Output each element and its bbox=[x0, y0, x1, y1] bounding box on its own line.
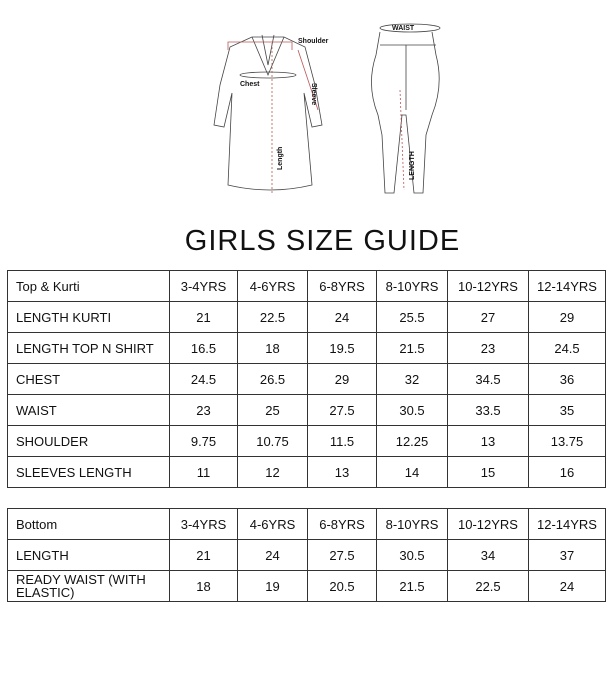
table-cell: 18 bbox=[169, 570, 238, 602]
table-cell: 25.5 bbox=[376, 301, 448, 333]
table-row: SHOULDER 9.75 10.75 11.5 12.25 13 13.75 bbox=[7, 425, 606, 457]
size-header: 3-4YRS bbox=[169, 270, 238, 302]
table-row: READY WAIST (WITH ELASTIC) 18 19 20.5 21.5 22… bbox=[7, 570, 606, 602]
table-cell: 11.5 bbox=[307, 425, 377, 457]
table-cell: 30.5 bbox=[376, 539, 448, 571]
table-cell: 19 bbox=[237, 570, 308, 602]
table-cell: 33.5 bbox=[447, 394, 529, 426]
bottom-size-table: Bottom 3-4YRS 4-6YRS 6-8YRS 8-10YRS 10-12YRS 1… bbox=[7, 508, 606, 602]
table-cell: 35 bbox=[528, 394, 606, 426]
sleeve-label: Sleeve bbox=[310, 83, 317, 105]
table-row: WAIST 23 25 27.5 30.5 33.5 35 bbox=[7, 394, 606, 426]
table-cell: 10.75 bbox=[237, 425, 308, 457]
table-cell: 29 bbox=[528, 301, 606, 333]
table-cell: 27.5 bbox=[307, 539, 377, 571]
kurti-drawing bbox=[213, 34, 323, 193]
garment-measurement-illustration: Shoulder Chest Sleeve Length WAIST LENGT… bbox=[213, 23, 441, 194]
table-cell: 16.5 bbox=[169, 332, 238, 364]
size-header: 4-6YRS bbox=[237, 508, 308, 540]
table-cell: 15 bbox=[447, 456, 529, 488]
shoulder-label: Shoulder bbox=[298, 38, 329, 45]
table-row: SLEEVES LENGTH 11 12 13 14 15 16 bbox=[7, 456, 606, 488]
table-cell: 36 bbox=[528, 363, 606, 395]
header-row: Top & Kurti 3-4YRS 4-6YRS 6-8YRS 8-10YRS 10-1… bbox=[7, 270, 606, 302]
table-cell: 18 bbox=[237, 332, 308, 364]
table-cell: 21 bbox=[169, 539, 238, 571]
table-cell: 24 bbox=[237, 539, 308, 571]
table-cell: 22.5 bbox=[237, 301, 308, 333]
table-cell: 34.5 bbox=[447, 363, 529, 395]
pant-drawing bbox=[371, 23, 441, 194]
row-label: LENGTH KURTI bbox=[7, 301, 170, 333]
row-label: LENGTH TOP N SHIRT bbox=[7, 332, 170, 364]
table-cell: 29 bbox=[307, 363, 377, 395]
waist-label: WAIST bbox=[392, 25, 415, 32]
table-cell: 9.75 bbox=[169, 425, 238, 457]
table-row: LENGTH 21 24 27.5 30.5 34 37 bbox=[7, 539, 606, 571]
table-cell: 21.5 bbox=[376, 570, 448, 602]
size-header: 8-10YRS bbox=[376, 508, 448, 540]
table-cell: 13 bbox=[447, 425, 529, 457]
row-label: READY WAIST (WITH ELASTIC) bbox=[7, 570, 170, 602]
table-cell: 14 bbox=[376, 456, 448, 488]
table-cell: 26.5 bbox=[237, 363, 308, 395]
table-header-label: Bottom bbox=[7, 508, 170, 540]
header-row: Bottom 3-4YRS 4-6YRS 6-8YRS 8-10YRS 10-12YRS 1… bbox=[7, 508, 606, 540]
table-row: LENGTH KURTI 21 22.5 24 25.5 27 29 bbox=[7, 301, 606, 333]
pant-length-label: LENGTH bbox=[409, 151, 416, 180]
table-cell: 11 bbox=[169, 456, 238, 488]
table-cell: 22.5 bbox=[447, 570, 529, 602]
table-cell: 21.5 bbox=[376, 332, 448, 364]
row-label: WAIST bbox=[7, 394, 170, 426]
table-cell: 37 bbox=[528, 539, 606, 571]
table-cell: 13 bbox=[307, 456, 377, 488]
table-cell: 24.5 bbox=[528, 332, 606, 364]
table-cell: 12.25 bbox=[376, 425, 448, 457]
table-cell: 23 bbox=[169, 394, 238, 426]
table-cell: 27 bbox=[447, 301, 529, 333]
table-cell: 25 bbox=[237, 394, 308, 426]
table-cell: 12 bbox=[237, 456, 308, 488]
table-cell: 24 bbox=[528, 570, 606, 602]
table-cell: 24 bbox=[307, 301, 377, 333]
table-cell: 30.5 bbox=[376, 394, 448, 426]
size-header: 8-10YRS bbox=[376, 270, 448, 302]
row-label: LENGTH bbox=[7, 539, 170, 571]
table-cell: 34 bbox=[447, 539, 529, 571]
table-row: LENGTH TOP N SHIRT 16.5 18 19.5 21.5 23 24.5 bbox=[7, 332, 606, 364]
row-label: SLEEVES LENGTH bbox=[7, 456, 170, 488]
size-header: 6-8YRS bbox=[307, 508, 377, 540]
table-cell: 13.75 bbox=[528, 425, 606, 457]
top-kurti-size-table: Top & Kurti 3-4YRS 4-6YRS 6-8YRS 8-10YRS 10-1… bbox=[7, 270, 606, 488]
table-cell: 23 bbox=[447, 332, 529, 364]
size-header: 12-14YRS bbox=[528, 508, 606, 540]
page-title: GIRLS SIZE GUIDE bbox=[184, 225, 461, 257]
size-header: 6-8YRS bbox=[307, 270, 377, 302]
table-cell: 20.5 bbox=[307, 570, 377, 602]
row-label: SHOULDER bbox=[7, 425, 170, 457]
table-cell: 21 bbox=[169, 301, 238, 333]
size-header: 12-14YRS bbox=[528, 270, 606, 302]
size-header: 4-6YRS bbox=[237, 270, 308, 302]
table-header-label: Top & Kurti bbox=[7, 270, 170, 302]
table-row: CHEST 24.5 26.5 29 32 34.5 36 bbox=[7, 363, 606, 395]
size-header: 3-4YRS bbox=[169, 508, 238, 540]
chest-label: Chest bbox=[240, 81, 260, 88]
table-cell: 24.5 bbox=[169, 363, 238, 395]
row-label: CHEST bbox=[7, 363, 170, 395]
table-cell: 27.5 bbox=[307, 394, 377, 426]
size-header: 10-12YRS bbox=[447, 508, 529, 540]
table-cell: 19.5 bbox=[307, 332, 377, 364]
size-header: 10-12YRS bbox=[447, 270, 529, 302]
table-cell: 32 bbox=[376, 363, 448, 395]
table-cell: 16 bbox=[528, 456, 606, 488]
length-label: Length bbox=[277, 147, 284, 170]
